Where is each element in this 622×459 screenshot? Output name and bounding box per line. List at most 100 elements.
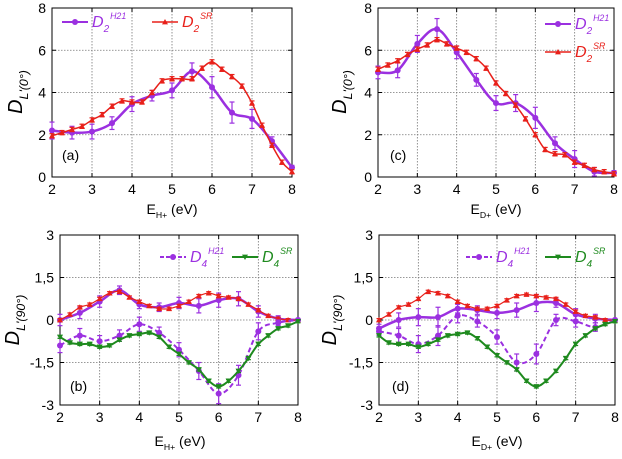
legend-label-base: D [92, 14, 104, 31]
data-point [49, 127, 55, 134]
x-axis-label-sub: D+ [481, 442, 492, 452]
data-point [444, 292, 451, 299]
plot-frame [377, 7, 615, 178]
data-point [483, 65, 490, 71]
data-point [562, 301, 569, 307]
data-point [543, 378, 550, 384]
y-tick-label: 4 [38, 85, 46, 101]
data-point [376, 317, 382, 323]
y-axis-label-base: D [5, 99, 27, 113]
data-point [136, 321, 143, 328]
data-point [384, 62, 391, 68]
legend-label: D2H21 [92, 11, 126, 35]
legend-label-base: D [182, 14, 194, 31]
data-point [249, 115, 255, 122]
x-axis-label-sub: H+ [164, 442, 175, 452]
y-tick-label: 6 [364, 42, 372, 58]
data-point [129, 99, 135, 105]
data-point [611, 170, 617, 177]
data-point [176, 351, 182, 357]
data-point [146, 302, 153, 309]
data-point [149, 89, 155, 95]
x-tick-label: 8 [611, 409, 619, 425]
data-point [434, 36, 440, 43]
x-tick-label: 7 [572, 409, 580, 425]
data-point [59, 129, 65, 136]
data-point [513, 307, 520, 314]
series-1 [57, 288, 301, 323]
x-axis-label-base: E [471, 433, 480, 449]
data-point [522, 115, 529, 122]
legend-label-sup: SR [593, 246, 606, 256]
data-point [259, 122, 265, 128]
data-point [463, 49, 470, 55]
data-point [425, 341, 432, 348]
series-3 [376, 319, 618, 390]
y-tick-label: 0 [46, 312, 54, 328]
data-point [494, 334, 500, 340]
data-point [474, 305, 481, 312]
data-point [513, 359, 520, 366]
series-1 [49, 58, 295, 175]
y-axis-label-sub: L'(90°) [331, 295, 345, 331]
data-point [395, 304, 402, 310]
legend-label: D2SR [575, 41, 606, 65]
data-point [395, 317, 402, 323]
x-tick-label: 2 [375, 409, 383, 425]
x-tick-label: 6 [531, 181, 539, 197]
data-point [454, 312, 461, 319]
data-point [289, 168, 295, 175]
data-point [542, 146, 549, 152]
y-axis-label-sub: L'(90°) [14, 295, 28, 331]
data-point [215, 297, 222, 304]
data-point [582, 333, 589, 339]
y-tick-label: 1,5 [354, 270, 374, 286]
legend-label-base: D [575, 44, 587, 61]
x-tick-label: 5 [168, 181, 176, 197]
data-point [79, 123, 85, 129]
data-point [385, 340, 392, 346]
x-tick-label: 2 [48, 181, 56, 197]
data-point [76, 304, 83, 310]
data-point [229, 109, 235, 116]
x-tick-label: 2 [374, 181, 382, 197]
x-tick-label: 5 [493, 409, 501, 425]
x-axis-label: ED+ (eV) [471, 433, 522, 452]
data-point [215, 390, 222, 397]
y-tick-label: -3 [42, 397, 55, 413]
data-point [543, 294, 550, 300]
data-point [229, 73, 235, 80]
data-point [289, 164, 295, 171]
data-point [106, 343, 113, 349]
legend-entry: D2H21 [62, 11, 126, 35]
x-tick-label: 3 [414, 409, 422, 425]
data-point [215, 384, 222, 390]
legend-label-sup: H21 [208, 246, 224, 256]
data-point [453, 45, 460, 51]
data-point [572, 341, 579, 348]
legend-label-sup: SR [593, 41, 606, 51]
data-point [503, 360, 510, 366]
legend-label: D4SR [575, 246, 606, 270]
data-point [76, 309, 83, 316]
legend-entry: D4H21 [466, 246, 530, 270]
legend-label-base: D [190, 249, 202, 266]
x-tick-label: 4 [128, 181, 136, 197]
x-axis-label-unit: (eV) [492, 433, 522, 449]
x-tick-label: 8 [610, 181, 618, 197]
y-axis-label: DL'(0°) [329, 70, 355, 114]
x-tick-label: 4 [454, 409, 462, 425]
data-point [109, 120, 115, 127]
data-point [404, 51, 411, 57]
y-axis-label: DL'(90°) [319, 295, 345, 346]
data-point [199, 65, 205, 71]
x-tick-label: 3 [96, 409, 104, 425]
legend-entry: D2H21 [545, 13, 609, 37]
legend-label-base: D [262, 249, 274, 266]
x-axis-label: EH+ (eV) [146, 201, 197, 220]
data-point [553, 300, 559, 306]
data-point [553, 317, 559, 323]
x-tick-label: 6 [532, 409, 540, 425]
